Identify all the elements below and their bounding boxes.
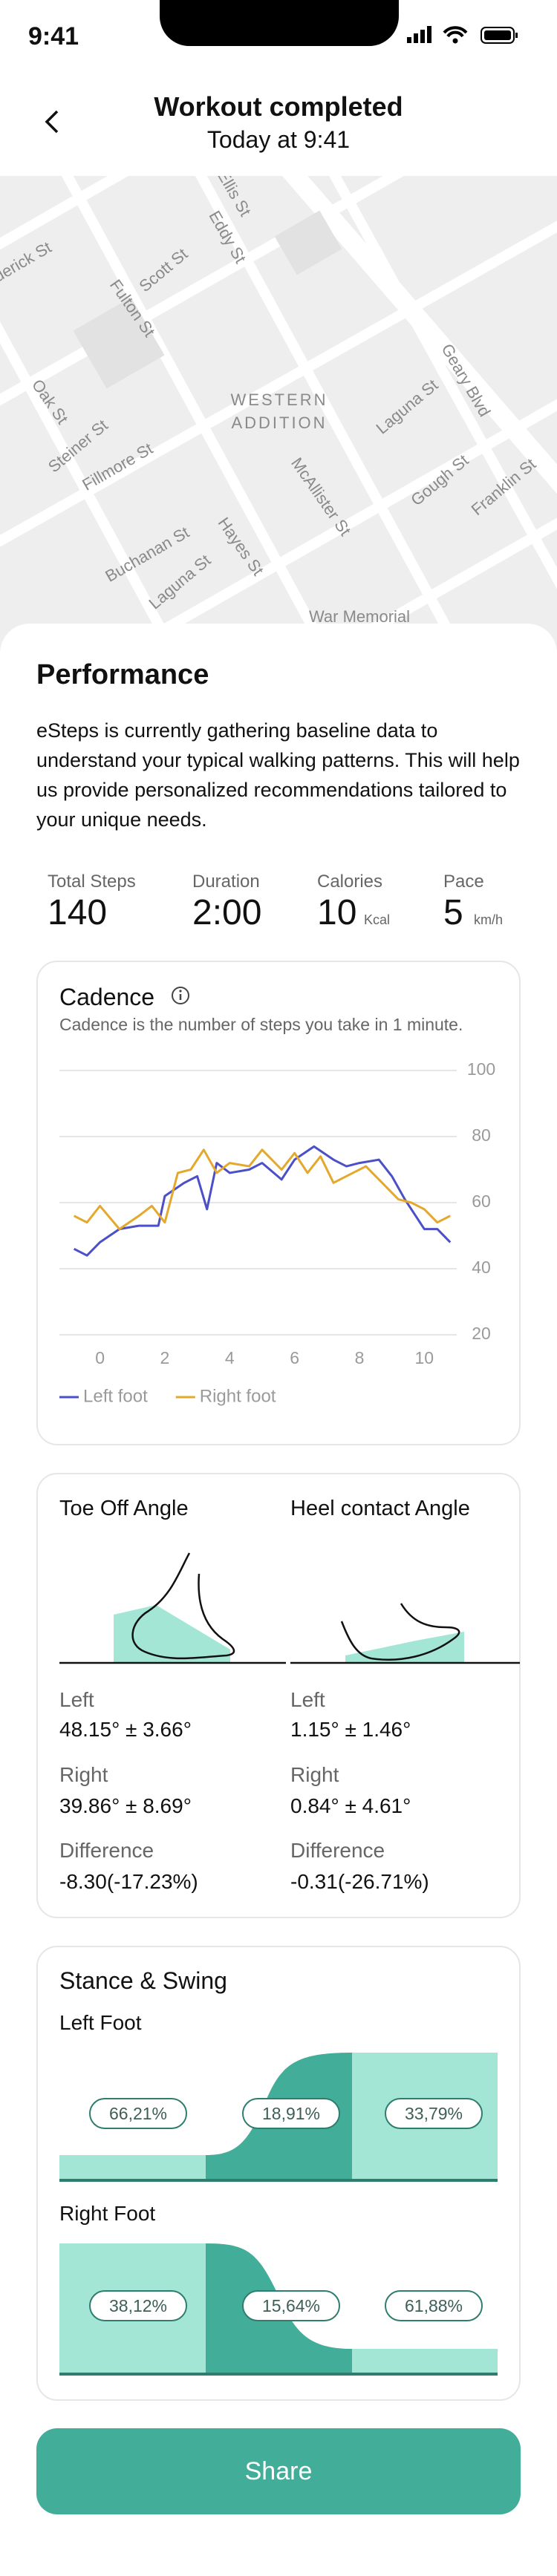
x-tick-label: 4 (225, 1348, 235, 1367)
angle-label: Right (59, 1763, 108, 1786)
angles-card (36, 1473, 521, 1918)
angle-label: Right (290, 1763, 339, 1786)
stat-label: Total Steps (48, 872, 136, 892)
angle-value: -0.31(-26.71%) (290, 1870, 429, 1893)
card-subtitle: Cadence is the number of steps you take … (59, 1015, 463, 1034)
park (274, 210, 342, 275)
header-title: Workout completed (154, 91, 403, 122)
map-label: WESTERN (231, 390, 328, 409)
y-tick-label: 20 (472, 1324, 491, 1343)
card-title: Toe Off Angle (59, 1497, 189, 1520)
map-label: War Memorial (309, 607, 410, 626)
legend-label: Right foot (200, 1386, 276, 1406)
phase-pill: 15,64% (242, 2290, 340, 2321)
x-tick-label: 0 (95, 1348, 105, 1367)
angle-label: Left (59, 1688, 94, 1711)
x-tick-label: 2 (160, 1348, 170, 1367)
angle-label: Difference (59, 1839, 154, 1862)
x-tick-label: 8 (355, 1348, 365, 1367)
info-icon[interactable] (170, 985, 191, 1006)
stat-label: Pace (443, 872, 484, 892)
angle-label: Left (290, 1688, 325, 1711)
stat-value: 5 (443, 893, 463, 932)
status-icons (407, 26, 518, 44)
foot-label: Left Foot (59, 2011, 142, 2034)
angle-illustrations (59, 1552, 520, 1664)
card-title: Cadence (59, 984, 155, 1010)
x-tick-label: 6 (290, 1348, 299, 1367)
angle-value: 39.86° ± 8.69° (59, 1794, 192, 1817)
phase-pill: 38,12% (89, 2290, 187, 2321)
legend-label: Left foot (83, 1386, 148, 1406)
header-subtitle: Today at 9:41 (206, 126, 351, 153)
stat-unit: Kcal (364, 912, 391, 927)
stat-value: 2:00 (192, 893, 262, 932)
foot-label: Right Foot (59, 2202, 156, 2225)
y-tick-label: 40 (472, 1258, 491, 1277)
section-title: Performance (36, 659, 209, 690)
notch (160, 0, 399, 46)
phase-pill: 66,21% (89, 2098, 187, 2129)
stat-value: 10 (317, 893, 357, 932)
angle-value: 1.15° ± 1.46° (290, 1718, 411, 1741)
stat-value: 140 (48, 893, 108, 932)
cadence-chart: 20 40 60 80 100 0 2 4 6 8 10 Left foot Right foot (59, 1059, 495, 1406)
park (73, 297, 165, 389)
card-title: Stance & Swing (59, 1967, 227, 1994)
back-button[interactable] (41, 108, 63, 135)
phase-pill: 33,79% (385, 2098, 483, 2129)
stat-label: Calories (317, 872, 383, 892)
angle-label: Difference (290, 1839, 385, 1862)
y-tick-label: 100 (467, 1059, 495, 1079)
phase-pill: 18,91% (242, 2098, 340, 2129)
stat-label: Duration (192, 872, 260, 892)
angle-value: 0.84° ± 4.61° (290, 1794, 411, 1817)
angle-value: 48.15° ± 3.66° (59, 1718, 192, 1741)
map-label: ADDITION (231, 413, 327, 432)
angle-value: -8.30(-17.23%) (59, 1870, 198, 1893)
phase-pill: 61,88% (385, 2290, 483, 2321)
stat-unit: km/h (474, 912, 504, 927)
y-tick-label: 80 (472, 1125, 491, 1145)
data-line (73, 1145, 452, 1257)
status-time: 9:41 (28, 22, 79, 50)
y-tick-label: 60 (472, 1191, 491, 1211)
data-line (73, 1148, 451, 1231)
share-button[interactable]: Share (36, 2428, 521, 2514)
description: eSteps is currently gathering baseline d… (36, 719, 520, 831)
x-tick-label: 10 (415, 1348, 434, 1367)
card-title: Heel contact Angle (290, 1497, 470, 1520)
